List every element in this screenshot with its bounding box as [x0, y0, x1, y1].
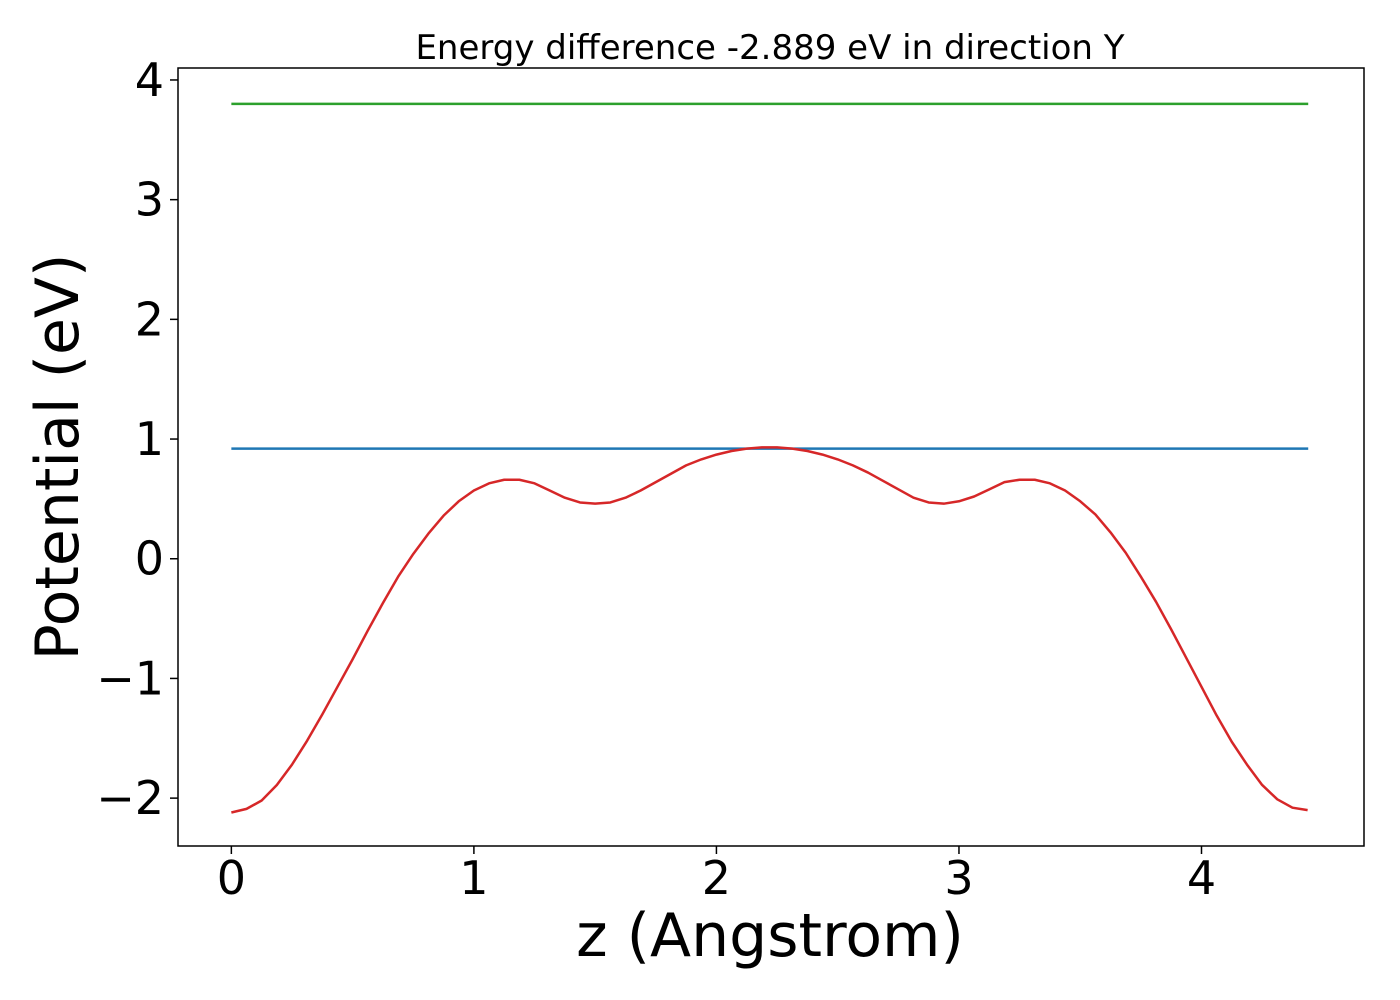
y-tick-label: 2 [135, 292, 164, 346]
x-tick-label: 1 [459, 851, 488, 905]
y-tick-label: −1 [96, 651, 164, 705]
x-tick-label: 4 [1187, 851, 1216, 905]
y-tick-label: 4 [135, 53, 164, 107]
y-axis: −2 −1 0 1 2 3 4 [96, 53, 178, 825]
series-line-2 [231, 446, 1308, 814]
y-tick-label: −2 [96, 771, 164, 825]
x-tick-label: 2 [702, 851, 731, 905]
plot-frame [177, 67, 1365, 847]
y-tick-label: 1 [135, 412, 164, 466]
plot-area [178, 68, 1364, 846]
series-layer [231, 102, 1309, 814]
x-axis-label: z (Angstrom) [576, 901, 964, 971]
chart-title: Energy difference -2.889 eV in direction… [415, 28, 1124, 68]
x-axis: 0 1 2 3 4 [217, 846, 1216, 905]
y-tick-label: 3 [135, 173, 164, 227]
y-axis-label: Potential (eV) [23, 254, 93, 661]
x-tick-label: 0 [217, 851, 246, 905]
x-tick-label: 3 [944, 851, 973, 905]
y-tick-label: 0 [135, 532, 164, 586]
